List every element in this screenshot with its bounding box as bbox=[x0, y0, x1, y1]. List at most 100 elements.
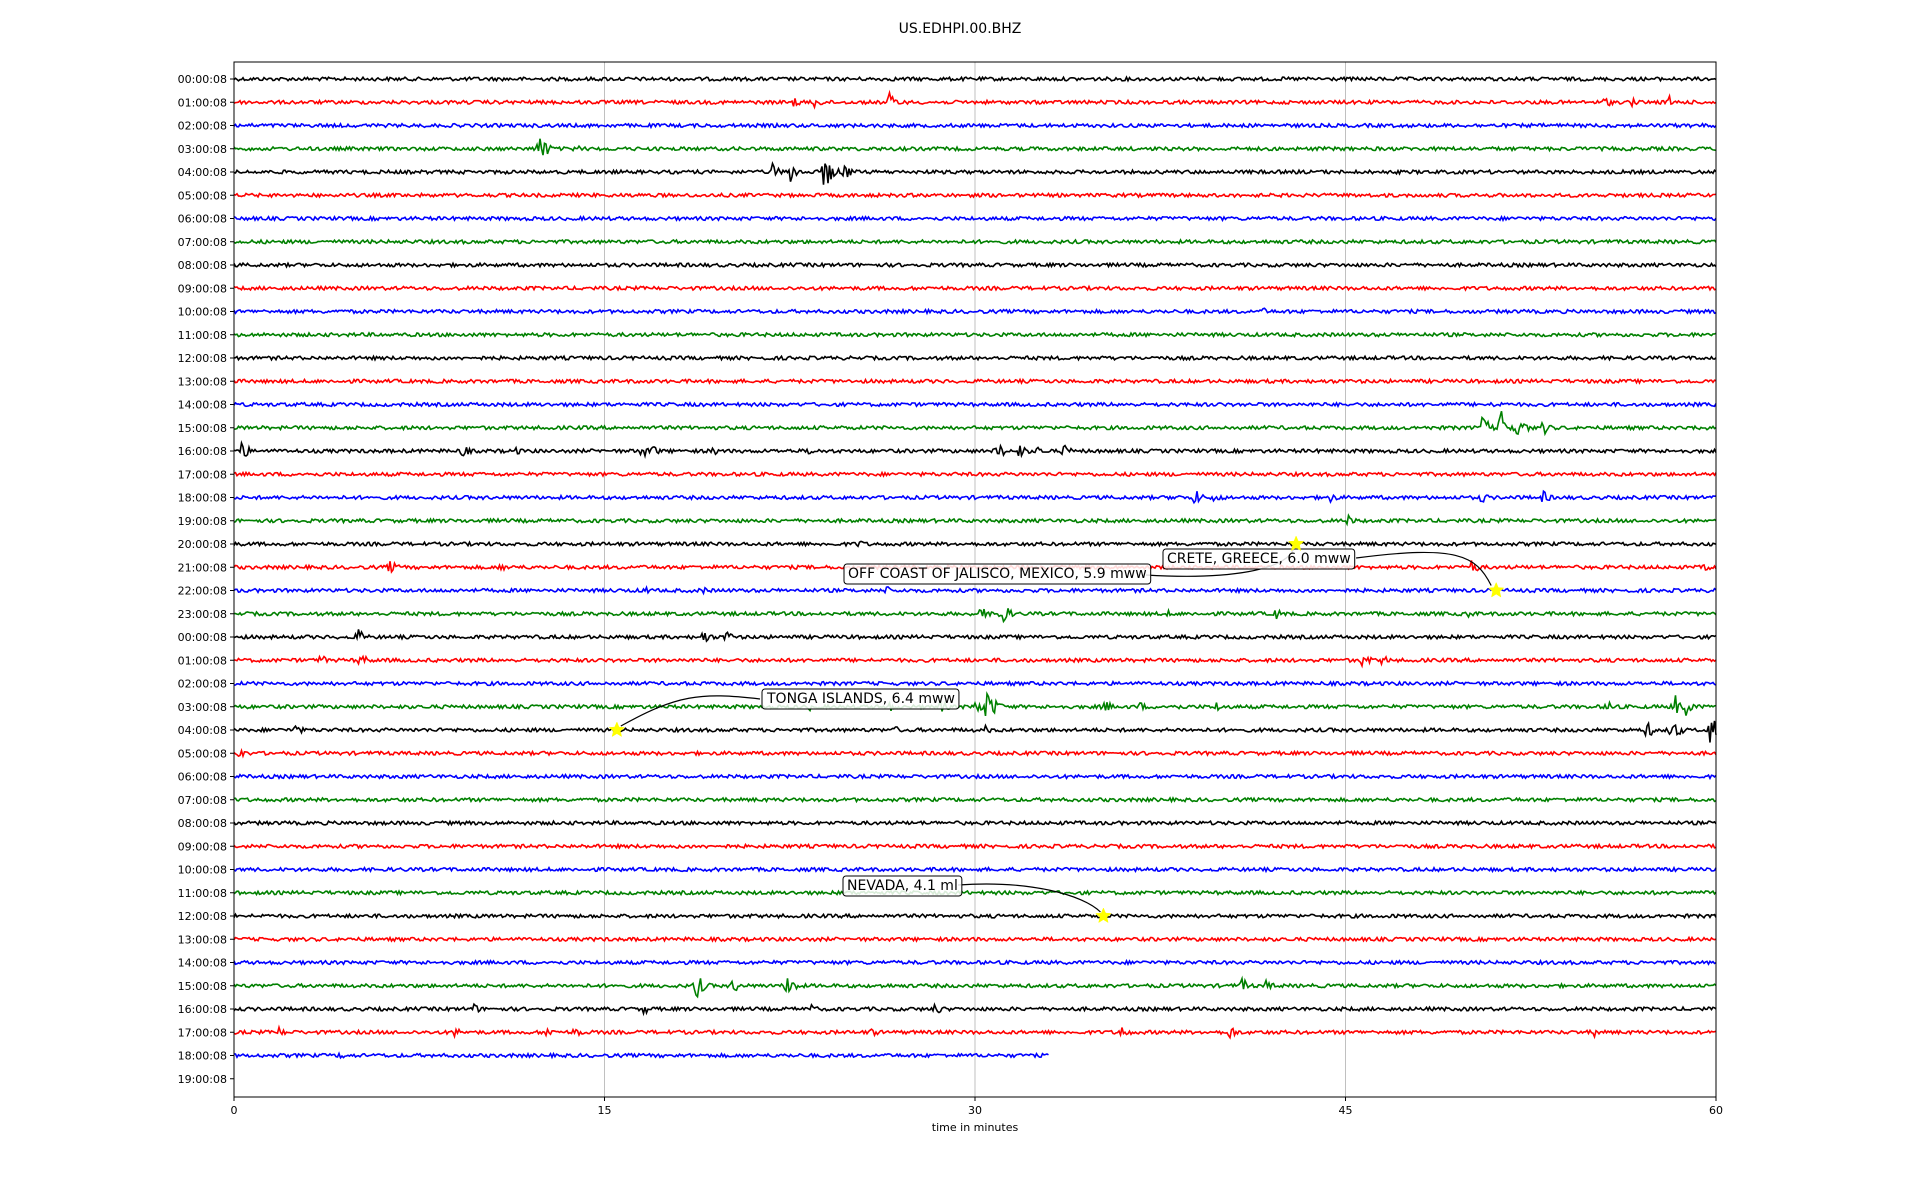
y-tick-label: 20:00:08 bbox=[178, 538, 227, 551]
y-tick-label: 17:00:08 bbox=[178, 468, 227, 481]
trace-row-6 bbox=[233, 214, 1717, 223]
y-tick-label: 10:00:08 bbox=[178, 306, 227, 319]
trace-row-15 bbox=[234, 410, 1717, 437]
y-tick-label: 16:00:08 bbox=[178, 1003, 227, 1016]
y-tick-label: 02:00:08 bbox=[178, 120, 227, 133]
trace-row-18 bbox=[233, 489, 1717, 505]
trace-row-12 bbox=[233, 354, 1717, 362]
x-tick-label: 15 bbox=[598, 1104, 612, 1117]
y-tick-label: 06:00:08 bbox=[178, 771, 227, 784]
y-tick-label: 08:00:08 bbox=[178, 259, 227, 272]
trace-row-23 bbox=[234, 607, 1717, 624]
trace-row-0 bbox=[233, 75, 1717, 83]
x-tick-label: 60 bbox=[1709, 1104, 1723, 1117]
y-tick-label: 17:00:08 bbox=[178, 1026, 227, 1039]
tonga-connector bbox=[620, 695, 761, 727]
y-tick-label: 22:00:08 bbox=[178, 585, 227, 598]
y-tick-label: 16:00:08 bbox=[178, 445, 227, 458]
trace-row-32 bbox=[233, 819, 1717, 827]
trace-row-8 bbox=[233, 261, 1717, 269]
y-tick-label: 04:00:08 bbox=[178, 166, 227, 179]
x-tick-label: 30 bbox=[968, 1104, 982, 1117]
trace-row-38 bbox=[233, 958, 1717, 967]
trace-row-2 bbox=[233, 121, 1717, 130]
event-star-crete-2 bbox=[1487, 581, 1505, 598]
annotation-crete-box bbox=[1162, 548, 1356, 570]
annotation-tonga-text: TONGA ISLANDS, 6.4 mww bbox=[766, 691, 955, 707]
annotation-tonga: TONGA ISLANDS, 6.4 mww bbox=[761, 688, 960, 710]
trace-row-27 bbox=[233, 690, 1717, 717]
trace-row-14 bbox=[233, 400, 1717, 409]
y-tick-label: 00:00:08 bbox=[178, 631, 227, 644]
y-tick-label: 12:00:08 bbox=[178, 352, 227, 365]
y-tick-label: 03:00:08 bbox=[178, 143, 227, 156]
trace-row-16 bbox=[233, 439, 1717, 459]
trace-row-28 bbox=[233, 720, 1717, 743]
y-tick-label: 21:00:08 bbox=[178, 561, 227, 574]
trace-row-34 bbox=[233, 865, 1717, 874]
y-tick-label: 03:00:08 bbox=[178, 701, 227, 714]
trace-row-24 bbox=[233, 629, 1717, 643]
trace-row-4 bbox=[233, 160, 1717, 185]
trace-row-29 bbox=[233, 747, 1717, 759]
y-tick-label: 18:00:08 bbox=[178, 1050, 227, 1063]
x-axis-label: time in minutes bbox=[932, 1121, 1019, 1134]
y-tick-label: 01:00:08 bbox=[178, 96, 227, 109]
y-tick-label: 10:00:08 bbox=[178, 864, 227, 877]
annotation-crete-text: CRETE, GREECE, 6.0 mww bbox=[1167, 551, 1351, 567]
trace-row-7 bbox=[233, 238, 1717, 246]
trace-row-5 bbox=[233, 191, 1717, 199]
y-tick-label: 11:00:08 bbox=[178, 329, 227, 342]
trace-row-17 bbox=[233, 470, 1717, 478]
y-tick-label: 23:00:08 bbox=[178, 608, 227, 621]
x-tick-label: 0 bbox=[231, 1104, 238, 1117]
y-tick-label: 15:00:08 bbox=[178, 980, 227, 993]
y-tick-label: 13:00:08 bbox=[178, 933, 227, 946]
annotation-nevada-text: NEVADA, 4.1 ml bbox=[847, 878, 958, 894]
trace-row-25 bbox=[233, 654, 1717, 669]
trace-row-40 bbox=[233, 1002, 1717, 1017]
y-tick-label: 19:00:08 bbox=[178, 1073, 227, 1086]
trace-row-3 bbox=[233, 138, 1717, 156]
trace-row-35 bbox=[233, 889, 1717, 897]
y-tick-label: 00:00:08 bbox=[178, 73, 227, 86]
trace-row-22 bbox=[233, 584, 1717, 596]
y-tick-label: 06:00:08 bbox=[178, 213, 227, 226]
trace-row-20 bbox=[233, 540, 1717, 548]
trace-row-19 bbox=[233, 513, 1717, 527]
y-tick-label: 05:00:08 bbox=[178, 189, 227, 202]
trace-row-37 bbox=[233, 935, 1717, 943]
trace-row-1 bbox=[233, 89, 1717, 110]
y-tick-label: 11:00:08 bbox=[178, 887, 227, 900]
y-tick-label: 05:00:08 bbox=[178, 747, 227, 760]
trace-row-39 bbox=[233, 975, 1717, 999]
y-tick-label: 09:00:08 bbox=[178, 840, 227, 853]
traces-group bbox=[233, 75, 1717, 1060]
event-star-crete bbox=[1287, 535, 1305, 552]
y-tick-label: 08:00:08 bbox=[178, 817, 227, 830]
x-tick-label: 45 bbox=[1339, 1104, 1353, 1117]
y-tick-label: 07:00:08 bbox=[178, 236, 227, 249]
y-tick-label: 01:00:08 bbox=[178, 654, 227, 667]
trace-row-31 bbox=[234, 796, 1717, 804]
chart-title: US.EDHPI.00.BHZ bbox=[898, 21, 1022, 37]
y-tick-labels: 00:00:08 01:00:08 02:00:08 03:00:08 04:00:08… bbox=[178, 73, 234, 1086]
annotation-nevada: NEVADA, 4.1 ml bbox=[842, 875, 963, 897]
y-tick-label: 18:00:08 bbox=[178, 492, 227, 505]
trace-row-11 bbox=[233, 331, 1717, 339]
y-tick-label: 14:00:08 bbox=[178, 399, 227, 412]
annotation-jalisco: OFF COAST OF JALISCO, MEXICO, 5.9 mww bbox=[843, 563, 1152, 585]
trace-row-36 bbox=[233, 912, 1717, 920]
trace-row-41 bbox=[233, 1024, 1717, 1040]
annotation-tonga-box bbox=[761, 688, 960, 710]
y-tick-label: 13:00:08 bbox=[178, 375, 227, 388]
plot-frame bbox=[233, 61, 1717, 1098]
y-tick-label: 04:00:08 bbox=[178, 724, 227, 737]
annotation-jalisco-box bbox=[843, 563, 1152, 585]
trace-row-9 bbox=[233, 284, 1717, 292]
trace-row-26 bbox=[233, 679, 1717, 688]
event-star-nevada bbox=[1095, 907, 1112, 924]
y-tick-label: 15:00:08 bbox=[178, 422, 227, 435]
event-annotations: CRETE, GREECE, 6.0 mww OFF COAST OF JALIS… bbox=[608, 535, 1505, 924]
